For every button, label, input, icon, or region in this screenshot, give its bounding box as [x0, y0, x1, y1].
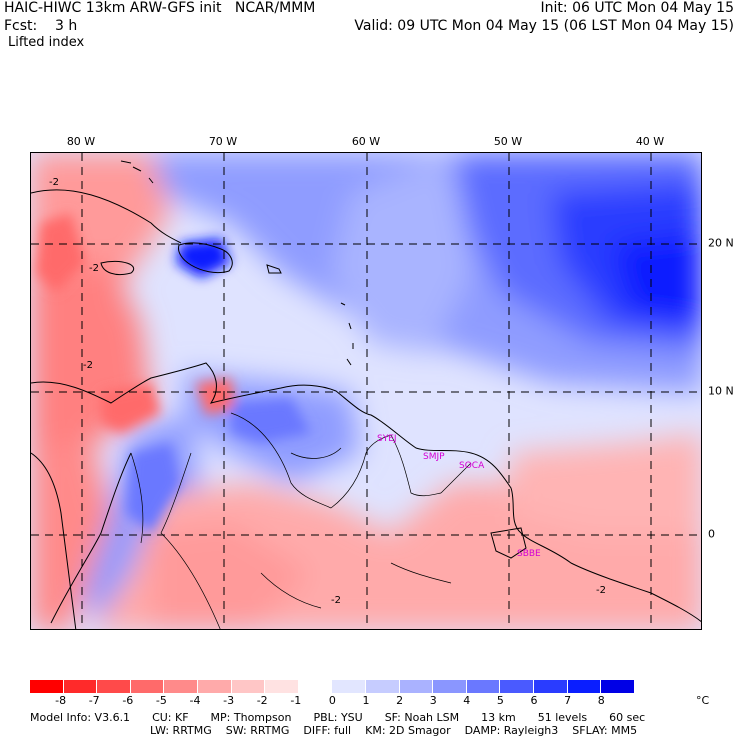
footer-item: MP: Thompson: [210, 711, 292, 724]
lon-label-50w: 50 W: [493, 135, 523, 148]
colorbar-swatch: [433, 680, 467, 693]
footer-model-info: Model Info: V3.6.1 CU: KF MP: Thompson PBL:…: [30, 711, 667, 724]
colorbar-tick-label: 2: [396, 694, 404, 707]
station-label-smjp: SMJP: [423, 452, 445, 462]
colorbar-swatch: [601, 680, 635, 693]
colorbar-swatch: [533, 680, 568, 693]
colorbar-tick-label: -5: [155, 694, 167, 707]
colorbar-swatch: [164, 680, 198, 693]
colorbar-tick-label: -6: [122, 694, 134, 707]
station-label-syej: SYEJ: [377, 434, 397, 444]
footer-item: 13 km: [481, 711, 516, 724]
header-model-title: HAIC-HIWC 13km ARW-GFS init NCAR/MMM: [4, 0, 316, 16]
graticule: [31, 153, 701, 629]
colorbar-tick-label: 7: [564, 694, 572, 707]
station-label-soca: SOCA: [459, 461, 485, 471]
colorbar-tick-label: 4: [463, 694, 471, 707]
contour-labels: -2 -2 -2 -2 -2: [49, 177, 606, 606]
footer-item: SF: Noah LSM: [384, 711, 460, 724]
colorbar-swatch: [231, 680, 266, 693]
colorbar-swatch: [197, 680, 232, 693]
colorbar-swatch: [365, 680, 400, 693]
map-canvas: -2 -2 -2 -2 -2 SYEJ SMJP SOCA SBBE: [31, 153, 701, 629]
colorbar-tick-label: -8: [55, 694, 67, 707]
colorbar-tick-label: -1: [290, 694, 302, 707]
footer-physics-info: LW: RRTMG SW: RRTMG DIFF: full KM: 2D Smago…: [150, 724, 651, 737]
footer-item: KM: 2D Smagor: [365, 724, 451, 737]
colorbar-swatch: [332, 680, 366, 693]
colorbar: [30, 680, 635, 693]
contour-label: -2: [331, 595, 341, 606]
contour-label: -2: [49, 177, 59, 188]
colorbar-tick-label: 8: [597, 694, 605, 707]
lon-label-40w: 40 W: [635, 135, 665, 148]
colorbar-swatch: [97, 680, 131, 693]
footer-item: Model Info: V3.6.1: [30, 711, 131, 724]
station-labels: SYEJ SMJP SOCA SBBE: [377, 434, 541, 559]
colorbar-swatch: [500, 680, 534, 693]
colorbar-swatch: [399, 680, 434, 693]
lat-label-20n: 20 N: [708, 236, 734, 250]
colorbar-tick-label: -3: [223, 694, 235, 707]
colorbar-tick-label: 6: [530, 694, 538, 707]
colorbar-tick-label: -4: [189, 694, 201, 707]
contour-label: -2: [596, 585, 606, 596]
colorbar-tick-label: 1: [362, 694, 370, 707]
colorbar-tick-label: -2: [256, 694, 268, 707]
colorbar-ticks: -8 -7 -6 -5 -4 -3 -2 -1 0 1 2 3 4 5 6 7 8: [30, 694, 710, 708]
station-label-sbbe: SBBE: [517, 549, 541, 559]
header-valid-time: Valid: 09 UTC Mon 04 May 15 (06 LST Mon …: [354, 18, 734, 34]
lat-label-10n: 10 N: [708, 384, 734, 398]
header-forecast-hour: Fcst: 3 h: [4, 18, 78, 34]
colorbar-tick-label: 3: [429, 694, 437, 707]
lifted-index-map: -2 -2 -2 -2 -2 SYEJ SMJP SOCA SBBE: [30, 152, 702, 630]
footer-item: LW: RRTMG: [150, 724, 212, 737]
colorbar-swatch: [298, 680, 333, 693]
footer-item: 60 sec: [609, 711, 646, 724]
header-init-time: Init: 06 UTC Mon 04 May 15: [540, 0, 734, 16]
footer-item: SFLAY: MM5: [572, 724, 638, 737]
colorbar-unit: °C: [696, 694, 710, 707]
lat-label-eq: 0: [708, 527, 715, 541]
borders: [130, 412, 472, 629]
colorbar-swatch: [30, 680, 64, 693]
colorbar-swatch: [265, 680, 299, 693]
lon-label-70w: 70 W: [208, 135, 238, 148]
footer-item: 51 levels: [537, 711, 588, 724]
colorbar-swatch: [63, 680, 98, 693]
footer-item: CU: KF: [152, 711, 189, 724]
colorbar-tick-label: -7: [88, 694, 100, 707]
colorbar-tick-label: 0: [328, 694, 336, 707]
colorbar-tick-label: 5: [496, 694, 504, 707]
colorbar-swatch: [466, 680, 501, 693]
footer-item: PBL: YSU: [313, 711, 363, 724]
footer-item: SW: RRTMG: [225, 724, 290, 737]
contour-label: -2: [83, 360, 93, 371]
lon-label-80w: 80 W: [66, 135, 96, 148]
colorbar-swatch: [567, 680, 602, 693]
footer-item: DAMP: Rayleigh3: [464, 724, 559, 737]
lon-label-60w: 60 W: [351, 135, 381, 148]
coastlines: [31, 160, 701, 629]
contour-label: -2: [89, 263, 99, 274]
field-name: Lifted index: [8, 35, 85, 50]
footer-item: DIFF: full: [303, 724, 352, 737]
colorbar-swatch: [130, 680, 165, 693]
